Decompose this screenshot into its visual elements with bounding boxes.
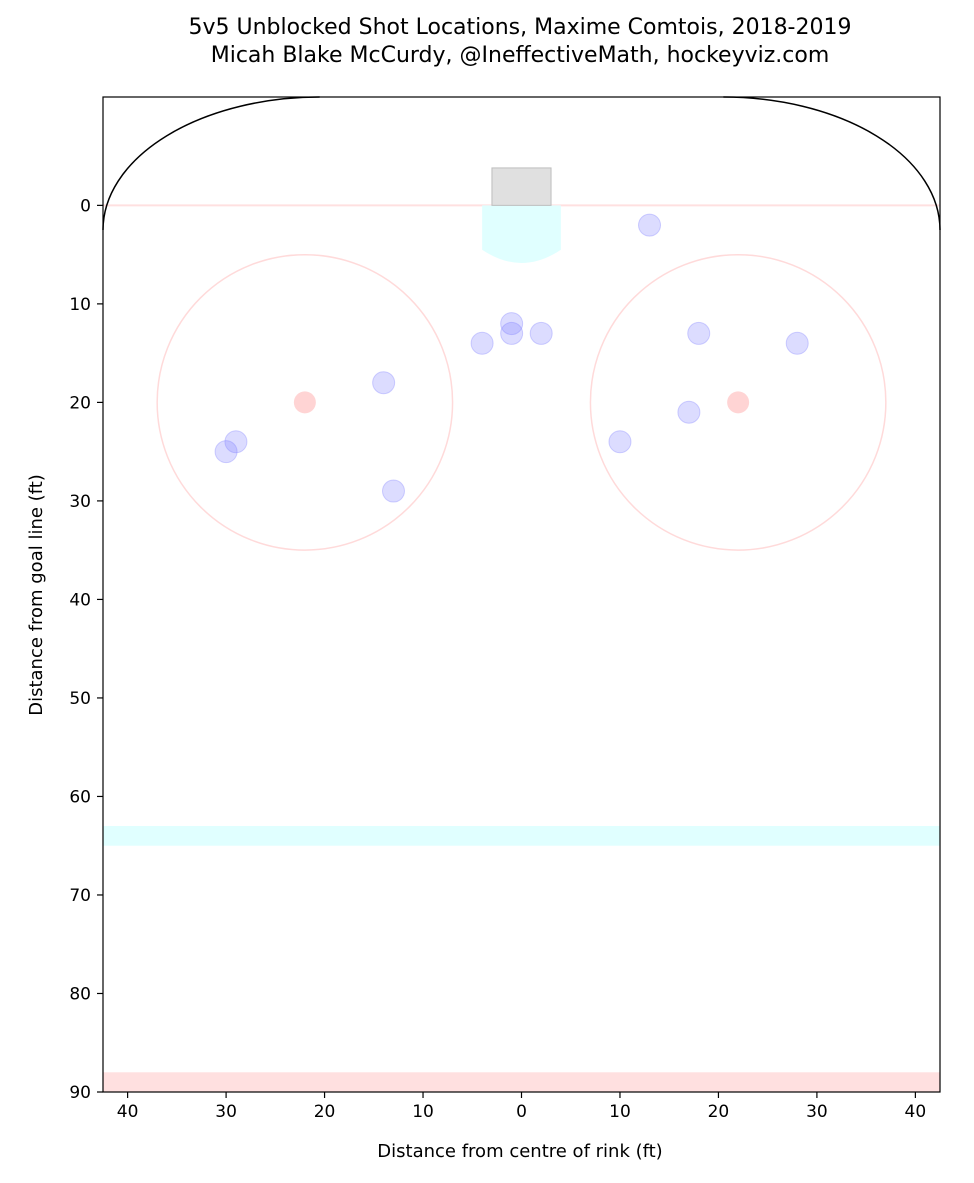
y-tick-label-4: 30 [69, 492, 91, 512]
shot-point-3 [785, 331, 809, 355]
shot-point-9 [470, 331, 494, 355]
rink-markings [102, 96, 941, 1092]
chart-subtitle: Micah Blake McCurdy, @IneffectiveMath, h… [211, 43, 830, 68]
shot-point-4 [677, 400, 701, 424]
plot-frame [102, 96, 941, 1093]
goal-crease [482, 205, 561, 263]
y-tick-label-3: 20 [69, 393, 91, 413]
faceoff-circle-1 [156, 253, 454, 551]
x-tick-label-1: 40 [117, 1102, 139, 1122]
shot-points [214, 213, 809, 503]
shot-point-13 [381, 479, 405, 503]
right-corner-board [723, 96, 941, 230]
x-tick-label-4: 10 [412, 1102, 434, 1122]
faceoff-dot-2 [727, 391, 750, 414]
chart-title: 5v5 Unblocked Shot Locations, Maxime Com… [189, 15, 852, 40]
red-line [103, 1072, 940, 1092]
y-tick-label-8: 70 [69, 886, 91, 906]
shot-point-11 [224, 430, 248, 454]
x-tick-label-5: 0 [516, 1102, 527, 1122]
faceoff-circle-2 [589, 253, 887, 551]
y-tick-label-6: 50 [69, 689, 91, 709]
left-corner-board [102, 96, 320, 230]
y-tick-label-5: 40 [69, 590, 91, 610]
shot-point-10 [372, 371, 396, 395]
x-axis-label: Distance from centre of rink (ft) [377, 1141, 662, 1162]
faceoff-dot-1 [293, 391, 316, 414]
shot-point-12 [214, 440, 238, 464]
x-tick-label-3: 20 [314, 1102, 336, 1122]
shot-point-7 [500, 321, 524, 345]
shot-point-2 [687, 321, 711, 345]
x-axis-ticks: 40 30 20 10 0 10 20 30 40 [117, 1092, 926, 1122]
shot-point-1 [638, 213, 662, 237]
y-axis-label: Distance from goal line (ft) [26, 474, 47, 716]
shot-point-5 [608, 430, 632, 454]
x-tick-label-6: 10 [609, 1102, 631, 1122]
shot-point-6 [500, 312, 524, 336]
x-tick-label-9: 40 [905, 1102, 927, 1122]
goal-net [491, 167, 552, 206]
shot-point-8 [529, 321, 553, 345]
blue-line [103, 826, 940, 846]
y-tick-label-10: 90 [69, 1083, 91, 1103]
y-axis-ticks: 0 10 20 30 40 50 60 70 80 90 [69, 196, 103, 1103]
y-tick-label-1: 0 [80, 196, 91, 216]
y-tick-label-9: 80 [69, 984, 91, 1004]
x-tick-label-2: 30 [215, 1102, 237, 1122]
y-tick-label-7: 60 [69, 787, 91, 807]
x-tick-label-7: 20 [708, 1102, 730, 1122]
y-tick-label-2: 10 [69, 295, 91, 315]
x-tick-label-8: 30 [806, 1102, 828, 1122]
